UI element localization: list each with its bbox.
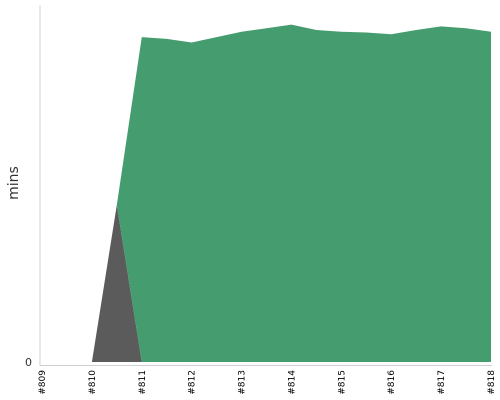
x-tick-label: #814 [287, 370, 297, 395]
x-tick-label: #816 [387, 370, 397, 395]
x-tick-label: #811 [138, 370, 148, 395]
series-area-1 [42, 24, 491, 362]
series-areas [42, 24, 491, 362]
x-tick-labels: #809 #810 #811 #812 #813 #814 #815 #816 #817 #818 [38, 370, 497, 395]
x-tick-label: #812 [188, 370, 198, 395]
y-axis-label: mins [6, 166, 22, 200]
x-tick-label: #818 [487, 370, 497, 395]
x-tick-label: #813 [238, 370, 248, 395]
x-tick-label: #817 [437, 370, 447, 395]
y-tick-label-0: 0 [25, 356, 32, 369]
x-tick-label: #809 [38, 370, 48, 395]
x-tick-label: #810 [88, 370, 98, 395]
x-tick-label: #815 [337, 370, 347, 395]
